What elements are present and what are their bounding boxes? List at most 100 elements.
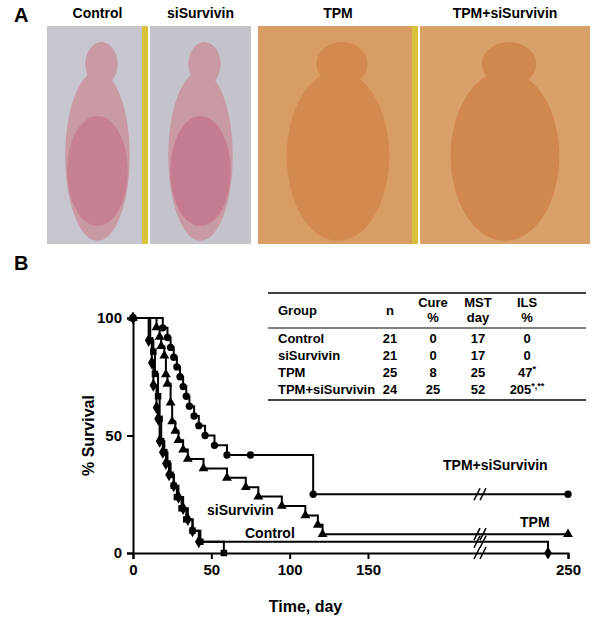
- table-cell: 25: [383, 365, 397, 380]
- table-header: Cure: [418, 295, 448, 310]
- ruler: [142, 26, 148, 244]
- survival-marker: [173, 363, 180, 370]
- mouse-head: [85, 42, 117, 86]
- mouse-body: [451, 71, 560, 241]
- survival-marker: [155, 331, 165, 340]
- survival-marker: [253, 491, 263, 500]
- table-header: n: [386, 303, 394, 318]
- table-cell: 52: [471, 382, 485, 397]
- survival-marker: [159, 350, 169, 359]
- table-rule: [268, 399, 586, 401]
- survival-marker: [183, 393, 190, 400]
- x-axis-title: Time, day: [269, 598, 343, 615]
- photo: [420, 26, 590, 244]
- survival-marker: [223, 451, 230, 458]
- x-tick-label: 100: [278, 561, 303, 578]
- survival-marker: [544, 546, 552, 559]
- survival-marker: [199, 463, 209, 472]
- table-rule: [268, 328, 586, 329]
- survival-marker: [150, 348, 156, 354]
- y-tick: 50: [105, 427, 133, 444]
- line-break: [480, 488, 486, 500]
- photo-background: [47, 26, 148, 244]
- series-label: TPM: [520, 514, 550, 530]
- y-axis-title: % Survival: [80, 395, 97, 476]
- survival-marker: [156, 341, 166, 350]
- x-tick: 0: [129, 553, 137, 578]
- survival-marker: [300, 510, 310, 519]
- tumor: [170, 116, 231, 226]
- survival-marker: [178, 505, 184, 511]
- survival-marker: [174, 494, 180, 500]
- y-tick-label: 100: [97, 309, 122, 326]
- survival-marker: [161, 369, 171, 378]
- survival-marker: [222, 472, 232, 481]
- survival-marker: [189, 527, 195, 533]
- y-tick: 100: [97, 309, 133, 326]
- table-header: MST: [464, 295, 492, 310]
- x-tick-label: 50: [203, 561, 220, 578]
- survival-marker: [128, 312, 138, 321]
- panel-label: A: [14, 4, 28, 26]
- tumor: [67, 116, 128, 226]
- table-cell: 24: [383, 382, 398, 397]
- y-tick: 0: [114, 544, 133, 561]
- survival-marker: [163, 378, 173, 387]
- y-tick-label: 50: [105, 427, 122, 444]
- photo-label: TPM+siSurvivin: [453, 5, 558, 21]
- series-label: siSurvivin: [207, 502, 274, 518]
- panel-label: B: [14, 252, 28, 274]
- survival-marker: [155, 393, 161, 399]
- survival-marker: [129, 314, 136, 321]
- table-header: day: [467, 310, 490, 325]
- survival-marker: [183, 453, 193, 462]
- survival-marker: [183, 516, 189, 522]
- photo-label: siSurvivin: [167, 5, 234, 21]
- series-label: Control: [245, 525, 295, 541]
- table-cell: 0: [523, 331, 530, 346]
- photo-background: [420, 26, 590, 244]
- x-tick-mark: [568, 553, 570, 559]
- x-tick: 100: [278, 553, 303, 578]
- survival-marker: [563, 529, 573, 538]
- table-cell: 0: [523, 348, 530, 363]
- survival-marker: [167, 344, 174, 351]
- survival-marker: [176, 373, 183, 380]
- survival-marker: [186, 402, 193, 409]
- survival-marker: [170, 354, 177, 361]
- axis-break: [474, 547, 480, 559]
- photo-label: TPM: [323, 5, 353, 21]
- survival-marker: [152, 371, 158, 377]
- survival-marker: [195, 422, 202, 429]
- line-break: [474, 528, 480, 540]
- table-cell: 17: [471, 331, 485, 346]
- mouse-body: [168, 71, 233, 241]
- table-cell: 47*: [518, 364, 536, 380]
- table-cell: TPM: [278, 365, 305, 380]
- survival-marker: [197, 538, 203, 544]
- survival-marker: [130, 315, 136, 321]
- table-cell: Control: [278, 331, 324, 346]
- survival-marker: [159, 324, 166, 331]
- table-cell: 8: [429, 365, 436, 380]
- mouse-body: [65, 71, 130, 241]
- survival-marker: [178, 444, 188, 453]
- table-cell: 0: [429, 348, 436, 363]
- photo-background: [150, 26, 251, 244]
- survival-marker: [170, 483, 176, 489]
- x-axis-line: [134, 554, 569, 560]
- survival-marker: [167, 472, 173, 478]
- survival-marker: [277, 500, 287, 509]
- x-tick: 50: [203, 553, 220, 578]
- ruler: [412, 26, 418, 244]
- survival-marker: [164, 334, 171, 341]
- plot: 050100150250050100: [97, 309, 581, 577]
- table-header: Group: [278, 303, 317, 318]
- survival-marker: [166, 397, 176, 406]
- data-area: [128, 312, 573, 559]
- x-tick-mark: [368, 553, 370, 559]
- survival-marker: [201, 432, 208, 439]
- x-tick: 250: [556, 553, 581, 578]
- table-cell: 25: [426, 382, 440, 397]
- table: GroupnCure%MSTdayILS%Control210170siSurv…: [268, 293, 586, 400]
